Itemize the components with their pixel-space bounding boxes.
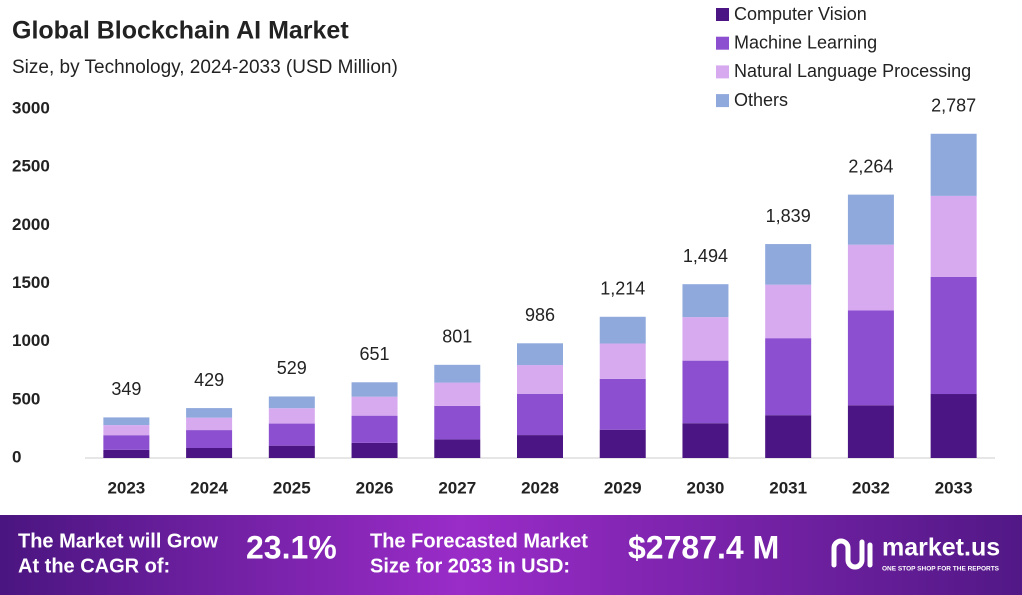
bar-segment — [268, 423, 315, 446]
bar-segment — [765, 284, 812, 339]
bar-segment — [847, 405, 894, 458]
x-tick-label: 2029 — [604, 478, 642, 497]
bar-segment — [599, 378, 646, 430]
chart-title: Global Blockchain AI Market — [12, 17, 349, 45]
bar-segment — [268, 408, 315, 424]
total-label: 2,787 — [931, 96, 976, 116]
y-tick-label: 1000 — [12, 331, 50, 350]
bar-segment — [847, 310, 894, 406]
total-label: 986 — [525, 305, 555, 325]
bar-segment — [351, 396, 398, 416]
bar-segment — [765, 338, 812, 416]
bar-segment — [434, 382, 481, 406]
x-tick-label: 2032 — [852, 478, 890, 497]
total-label: 1,494 — [683, 246, 728, 266]
forecast-text: Size for 2033 in USD: — [370, 555, 570, 577]
bar-segment — [186, 430, 233, 448]
y-tick-label: 1500 — [12, 273, 50, 292]
forecast-text: The Forecasted Market — [370, 530, 588, 552]
bar-segment — [682, 360, 729, 424]
bar-segment — [517, 435, 563, 458]
bar-segment — [103, 425, 150, 436]
legend-swatch — [716, 94, 729, 108]
bar-segment — [930, 276, 977, 395]
x-tick-label: 2023 — [107, 478, 145, 497]
bar-segment — [434, 364, 481, 383]
chart-subtitle: Size, by Technology, 2024-2033 (USD Mill… — [12, 57, 398, 78]
bar-segment — [186, 417, 233, 431]
total-label: 801 — [442, 327, 472, 347]
x-tick-label: 2030 — [687, 478, 725, 497]
legend-swatch — [716, 36, 729, 50]
x-tick-label: 2027 — [438, 478, 476, 497]
bar-segment — [765, 415, 812, 458]
legend-label: Computer Vision — [734, 4, 867, 24]
logo-icon — [831, 538, 873, 570]
bar-segment — [268, 396, 315, 409]
bar-segment — [765, 244, 812, 285]
bar-segment — [517, 365, 563, 394]
bar-segment — [434, 405, 481, 440]
bar-segment — [682, 423, 729, 458]
bar-segment — [682, 284, 729, 318]
legend-label: Natural Language Processing — [734, 61, 971, 81]
bar-segment — [599, 316, 646, 344]
bar-segment — [930, 133, 977, 196]
bar-segment — [434, 439, 481, 458]
bar-segment — [847, 244, 894, 311]
tagline: ONE STOP SHOP FOR THE REPORTS — [882, 566, 1000, 573]
y-tick-label: 2500 — [12, 157, 50, 176]
forecast-value: $2787.4 M — [628, 529, 779, 565]
bar-segment — [186, 447, 233, 458]
x-tick-label: 2024 — [190, 478, 228, 497]
bar-segment — [103, 449, 150, 458]
x-tick-label: 2028 — [521, 478, 559, 497]
total-label: 2,264 — [848, 156, 893, 176]
footer-banner — [0, 515, 1022, 595]
y-tick-label: 0 — [12, 447, 21, 466]
bar-segment — [351, 442, 398, 458]
x-tick-label: 2031 — [769, 478, 807, 497]
bar-segment — [930, 195, 977, 277]
bar-segment — [847, 194, 894, 245]
total-label: 1,214 — [600, 279, 645, 299]
bar-segment — [351, 415, 398, 443]
bar-segment — [517, 343, 563, 366]
bar-segment — [186, 408, 233, 418]
bar-segment — [268, 445, 315, 458]
bar-segment — [103, 417, 150, 426]
total-label: 529 — [277, 358, 307, 378]
cagr-text: The Market will Grow — [18, 530, 218, 552]
legend-label: Others — [734, 90, 788, 110]
bar-segment — [682, 317, 729, 361]
cagr-value: 23.1% — [246, 529, 337, 565]
brand: market.us — [882, 534, 1000, 562]
y-tick-label: 2000 — [12, 215, 50, 234]
legend-swatch — [716, 8, 729, 21]
x-tick-label: 2026 — [356, 478, 394, 497]
bar-segment — [103, 435, 150, 450]
y-tick-label: 3000 — [12, 98, 50, 117]
bar-segment — [351, 382, 398, 397]
total-label: 651 — [360, 344, 390, 364]
y-tick-label: 500 — [12, 389, 40, 408]
x-tick-label: 2025 — [273, 478, 311, 497]
cagr-text: At the CAGR of: — [18, 555, 170, 577]
total-label: 349 — [111, 379, 141, 399]
x-tick-label: 2033 — [935, 478, 973, 497]
total-label: 429 — [194, 370, 224, 390]
total-label: 1,839 — [766, 206, 811, 226]
bar-segment — [517, 393, 563, 436]
legend-label: Machine Learning — [734, 32, 877, 52]
legend-swatch — [716, 65, 729, 79]
bar-segment — [599, 429, 646, 458]
bar-segment — [599, 343, 646, 379]
bar-segment — [930, 394, 977, 458]
